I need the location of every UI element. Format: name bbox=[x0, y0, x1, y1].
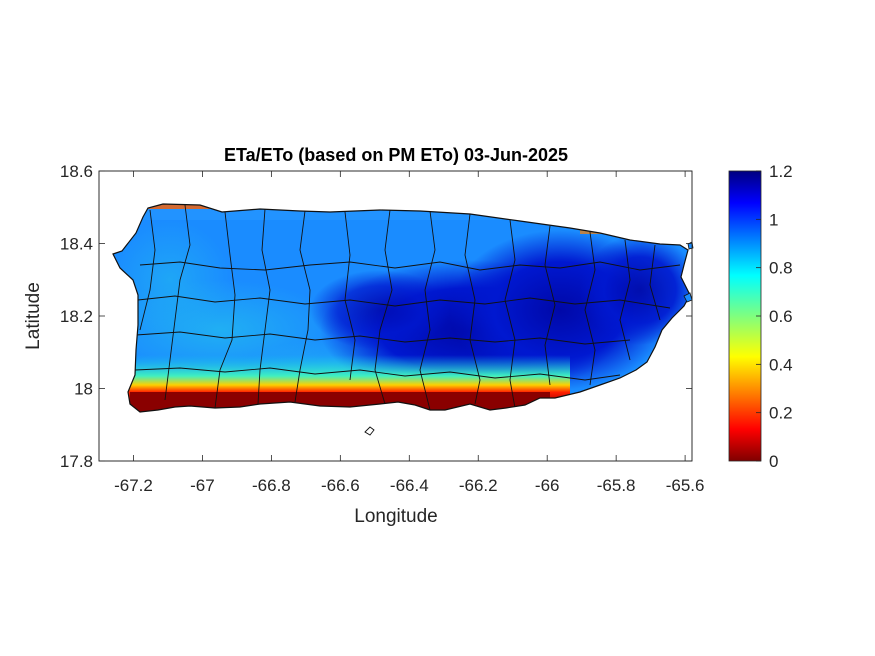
x-axis-label: Longitude bbox=[354, 506, 437, 527]
y-tick-label: 18.2 bbox=[60, 307, 93, 326]
municipality-boundaries bbox=[134, 204, 681, 411]
y-tick-label: 18.4 bbox=[60, 235, 93, 254]
heatmap-island bbox=[113, 204, 690, 412]
colorbar-tick-label: 0.6 bbox=[769, 307, 793, 326]
y-axis-ticks: 17.8 18 18.2 18.4 18.6 bbox=[60, 162, 692, 471]
colorbar-tick-label: 0.8 bbox=[769, 259, 793, 278]
island-outline bbox=[112, 203, 691, 413]
colorbar bbox=[728, 170, 762, 462]
y-tick-label: 18 bbox=[74, 380, 93, 399]
x-tick-label: -67.2 bbox=[114, 476, 153, 495]
colorbar-tick-label: 1 bbox=[769, 210, 778, 229]
y-tick-label: 17.8 bbox=[60, 452, 93, 471]
x-tick-label: -66 bbox=[535, 476, 560, 495]
x-tick-label: -66.2 bbox=[459, 476, 498, 495]
x-tick-label: -66.8 bbox=[252, 476, 291, 495]
colorbar-tick-label: 0.2 bbox=[769, 404, 793, 423]
y-axis-label: Latitude bbox=[23, 282, 44, 350]
colorbar-tick-label: 0.4 bbox=[769, 355, 793, 374]
y-tick-label: 18.6 bbox=[60, 162, 93, 181]
colorbar-ticks: 0 0.2 0.4 0.6 0.8 1 1.2 bbox=[756, 162, 793, 471]
x-tick-label: -66.4 bbox=[390, 476, 429, 495]
caja-de-muertos-island bbox=[364, 426, 375, 436]
x-tick-label: -67 bbox=[190, 476, 215, 495]
x-tick-label: -65.6 bbox=[666, 476, 705, 495]
x-axis-ticks: -67.2 -67 -66.8 -66.6 -66.4 -66.2 -66 -65.8 -65.… bbox=[114, 171, 704, 495]
colorbar-tick-label: 0 bbox=[769, 452, 778, 471]
x-tick-label: -65.8 bbox=[597, 476, 636, 495]
colorbar-tick-label: 1.2 bbox=[769, 162, 793, 181]
chart-title: ETa/ETo (based on PM ETo) 03-Jun-2025 bbox=[224, 145, 568, 165]
x-tick-label: -66.6 bbox=[321, 476, 360, 495]
